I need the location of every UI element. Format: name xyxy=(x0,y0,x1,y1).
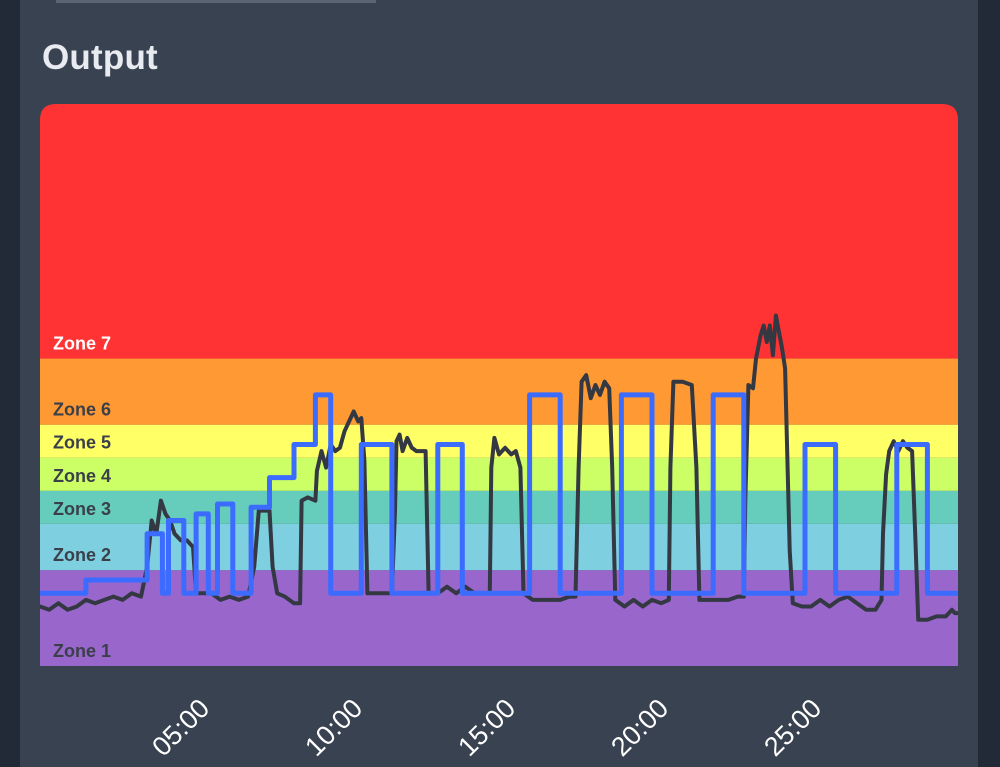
zone-label-2: Zone 2 xyxy=(53,545,111,565)
zone-band-1 xyxy=(40,570,958,666)
page-title: Output xyxy=(42,38,158,77)
x-tick-label-3: 15:00 xyxy=(452,693,521,762)
series-line-1 xyxy=(40,313,958,622)
x-tick-label-5: 25:00 xyxy=(758,693,827,762)
zone-label-4: Zone 4 xyxy=(53,466,111,486)
zone-label-6: Zone 6 xyxy=(53,400,111,420)
zone-label-7: Zone 7 xyxy=(53,334,111,354)
x-tick-label-2: 10:00 xyxy=(299,693,368,762)
zone-label-1: Zone 1 xyxy=(53,641,111,661)
zone-band-6 xyxy=(40,358,958,425)
top-divider xyxy=(56,0,376,3)
x-tick-label-4: 20:00 xyxy=(605,693,674,762)
output-chart: Zone 1 Zone 2 Zone 3 Zone 4 Zone 5 Zone 6 Zone… xyxy=(40,104,958,762)
x-tick-label-1: 05:00 xyxy=(146,693,215,762)
zone-label-3: Zone 3 xyxy=(53,499,111,519)
zone-band-7 xyxy=(40,104,958,359)
zone-band-2 xyxy=(40,523,958,571)
plot-area xyxy=(40,104,958,666)
zone-label-5: Zone 5 xyxy=(53,433,111,453)
series-line-2 xyxy=(40,392,958,596)
zone-band-4 xyxy=(40,457,958,491)
